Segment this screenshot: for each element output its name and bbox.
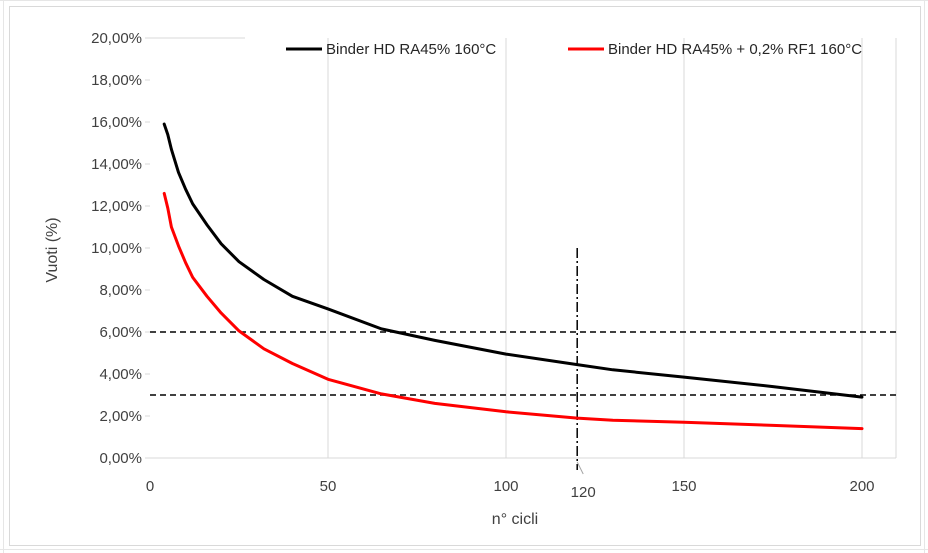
y-tick-label: 8,00% [99, 282, 142, 299]
x-tick-label: 0 [146, 478, 154, 495]
tick-labels: 0 50 100 150 200 0,00% 2,00% 4,00% 6,00% 8,00% 10,… [91, 30, 874, 495]
x-axis-title: n° cicli [492, 511, 538, 528]
legend-label-1: Binder HD RA45% 160°C [326, 41, 496, 58]
y-tick-label: 2,00% [99, 408, 142, 425]
x-tick-label: 150 [671, 478, 696, 495]
y-tick-label: 4,00% [99, 366, 142, 383]
series-line-2 [162, 191, 864, 431]
reference-label: 120 [571, 484, 596, 501]
legend: Binder HD RA45% 160°C Binder HD RA45% + 0… [286, 41, 862, 58]
reference-lines: 120 [150, 248, 896, 501]
y-tick-label: 16,00% [91, 114, 142, 131]
reference-label-leader [576, 461, 584, 475]
grid-layer [145, 37, 897, 459]
y-tick-label: 6,00% [99, 324, 142, 341]
series-layer [162, 122, 864, 431]
y-tick-label: 14,00% [91, 156, 142, 173]
y-tick-label: 10,00% [91, 240, 142, 257]
y-tick-label: 20,00% [91, 30, 142, 47]
y-tick-label: 18,00% [91, 72, 142, 89]
y-tick-label: 0,00% [99, 450, 142, 467]
x-tick-label: 100 [493, 478, 518, 495]
y-axis-title: Vuoti (%) [44, 217, 61, 282]
chart-area[interactable]: 120 0 50 100 150 200 0,00% 2,00% 4,00% 6,00% 8,00… [9, 6, 921, 546]
series-line-1 [162, 122, 864, 399]
legend-label-2: Binder HD RA45% + 0,2% RF1 160°C [608, 41, 862, 58]
line-chart: 120 0 50 100 150 200 0,00% 2,00% 4,00% 6,00% 8,00… [44, 30, 897, 528]
y-tick-label: 12,00% [91, 198, 142, 215]
x-tick-label: 50 [320, 478, 337, 495]
x-tick-label: 200 [849, 478, 874, 495]
